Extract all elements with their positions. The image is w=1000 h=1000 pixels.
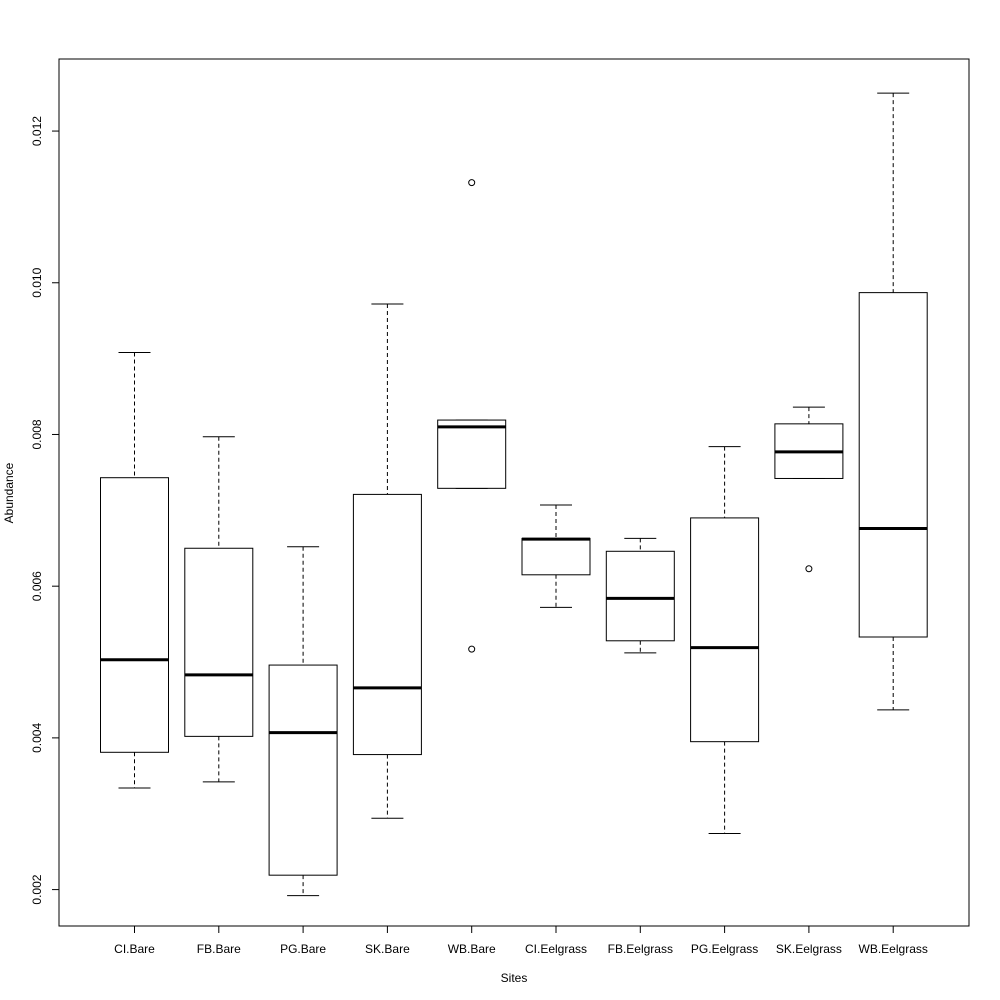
iqr-box: [690, 517, 760, 743]
plot-frame: [58, 58, 970, 927]
y-tick-label: 0.006: [30, 571, 44, 601]
outlier-point: [805, 565, 813, 573]
y-tick-label: 0.008: [30, 419, 44, 449]
x-category-label: FB.Eelgrass: [608, 942, 673, 956]
iqr-box: [858, 292, 928, 638]
box-PG.Eelgrass: [690, 446, 760, 834]
boxes-group: [100, 92, 928, 897]
x-category-label: PG.Eelgrass: [691, 942, 758, 956]
y-axis: 0.002 0.004 0.006 0.008 0.010 0.012: [30, 116, 59, 905]
x-category-label: SK.Bare: [365, 942, 410, 956]
box-WB.Bare: [437, 179, 507, 653]
iqr-box: [605, 550, 675, 642]
y-tick-label: 0.004: [30, 723, 44, 753]
box-CI.Eelgrass: [521, 504, 591, 608]
iqr-box: [184, 547, 254, 737]
outlier-point: [468, 645, 476, 653]
x-axis: CI.Bare FB.Bare PG.Bare SK.Bare WB.Bare CI.Ee…: [114, 926, 928, 956]
iqr-box: [268, 664, 338, 876]
y-tick-label: 0.012: [30, 116, 44, 146]
x-category-label: CI.Bare: [114, 942, 155, 956]
box-SK.Eelgrass: [774, 406, 844, 573]
box-PG.Bare: [268, 546, 338, 897]
box-FB.Bare: [184, 436, 254, 783]
box-SK.Bare: [352, 303, 422, 819]
x-category-label: SK.Eelgrass: [776, 942, 842, 956]
x-category-label: PG.Bare: [280, 942, 326, 956]
y-tick-label: 0.002: [30, 874, 44, 904]
box-WB.Eelgrass: [858, 92, 928, 711]
x-category-label: CI.Eelgrass: [525, 942, 587, 956]
iqr-box: [352, 493, 422, 756]
y-axis-title: Abundance: [2, 462, 16, 523]
iqr-box: [100, 477, 169, 753]
box-CI.Bare: [100, 352, 169, 789]
x-axis-title: Sites: [501, 971, 528, 985]
x-category-label: WB.Eelgrass: [859, 942, 928, 956]
x-category-label: WB.Bare: [448, 942, 496, 956]
box-FB.Eelgrass: [605, 537, 675, 654]
iqr-box: [437, 419, 507, 489]
x-category-label: FB.Bare: [197, 942, 241, 956]
y-tick-label: 0.010: [30, 267, 44, 297]
iqr-box: [521, 537, 591, 576]
outlier-point: [468, 179, 476, 187]
